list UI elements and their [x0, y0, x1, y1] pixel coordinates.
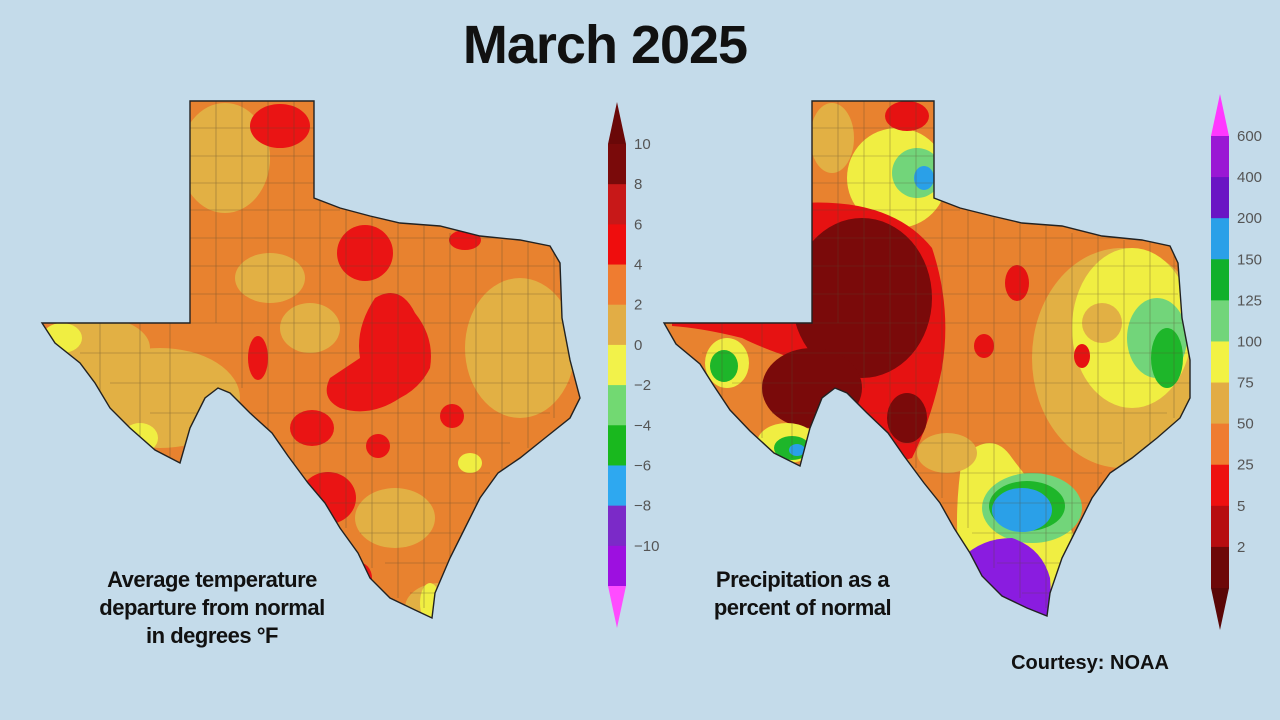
temp-hot-region — [250, 104, 310, 148]
precip-blue-region — [914, 166, 934, 190]
precip-dark-region — [762, 348, 862, 428]
page-title: March 2025 — [462, 15, 748, 75]
temperature-legend-swatch — [608, 425, 626, 466]
temperature-legend-tick-label: −10 — [634, 538, 659, 555]
temperature-legend-swatch — [608, 184, 626, 225]
precipitation-legend-swatch — [1211, 300, 1229, 342]
precipitation-legend-tick-label: 125 — [1237, 292, 1262, 309]
precipitation-legend-bottom-arrow — [1211, 588, 1229, 630]
temp-light-region — [465, 278, 575, 418]
precip-blue-region — [992, 488, 1052, 532]
temperature-legend-swatch — [608, 144, 626, 185]
precip-red-region — [1005, 265, 1029, 301]
temperature-legend-swatch — [608, 505, 626, 547]
precip-red-region — [974, 334, 994, 358]
temp-light-region — [355, 488, 435, 548]
precipitation-legend-swatch — [1211, 382, 1229, 425]
precipitation-legend-swatch — [1211, 218, 1229, 260]
temperature-legend-swatch — [608, 545, 626, 587]
precipitation-legend-tick-label: 400 — [1237, 169, 1262, 186]
precip-dark-region — [887, 393, 927, 443]
temp-hot-region — [248, 336, 268, 380]
precip-purple-region — [962, 538, 1051, 616]
precipitation-legend-swatch — [1211, 505, 1229, 548]
temperature-legend-tick-label: 6 — [634, 216, 642, 233]
temperature-legend-swatch — [608, 304, 626, 346]
temperature-legend: 10 8 6 4 2 0 −2 −4 −6 −8 −10 — [608, 102, 659, 628]
temp-light-region — [280, 303, 340, 353]
temp-light-region — [180, 103, 270, 213]
temperature-legend-swatch — [608, 465, 626, 507]
precipitation-legend-swatch — [1211, 546, 1229, 589]
precipitation-legend-tick-label: 2 — [1237, 539, 1245, 556]
temperature-legend-swatch — [608, 224, 626, 266]
temperature-legend-tick-label: −4 — [634, 417, 651, 434]
temperature-legend-tick-label: −2 — [634, 377, 651, 394]
temp-light-region — [235, 253, 305, 303]
precip-red-region — [1074, 344, 1090, 368]
temperature-legend-swatch — [608, 264, 626, 306]
temperature-legend-top-arrow — [608, 102, 626, 144]
temp-yellow-region — [458, 453, 482, 473]
precipitation-caption-line-2: percent of normal — [713, 595, 892, 620]
precipitation-legend-tick-label: 100 — [1237, 333, 1262, 350]
precip-blue-region — [789, 444, 805, 456]
precipitation-legend-tick-label: 75 — [1237, 375, 1254, 392]
temperature-legend-bottom-arrow — [608, 586, 626, 628]
temperature-legend-tick-label: −6 — [634, 457, 651, 474]
precipitation-caption: Precipitation as a percent of normal — [690, 566, 915, 622]
temp-hot-region — [326, 293, 431, 412]
precipitation-legend-swatch — [1211, 177, 1229, 219]
precipitation-legend-tick-label: 200 — [1237, 210, 1262, 227]
precip-tan-region — [810, 103, 854, 173]
precipitation-map — [663, 100, 1191, 617]
precipitation-caption-line-1: Precipitation as a — [715, 567, 890, 592]
temperature-legend-tick-label: 10 — [634, 136, 651, 153]
temperature-caption-line-1: Average temperature — [107, 567, 317, 592]
temperature-caption: Average temperature departure from norma… — [92, 566, 332, 650]
temperature-map — [41, 100, 581, 619]
courtesy-credit: Courtesy: NOAA — [1011, 652, 1169, 674]
temp-hot-region — [337, 225, 393, 281]
precipitation-legend-swatch — [1211, 136, 1229, 178]
temperature-caption-line-2: departure from normal — [99, 595, 325, 620]
precipitation-legend-tick-label: 600 — [1237, 128, 1262, 145]
temperature-legend-tick-label: 2 — [634, 297, 642, 314]
temp-hot-region — [440, 404, 464, 428]
precipitation-legend-swatch — [1211, 259, 1229, 301]
temp-hot-region — [344, 562, 372, 594]
temp-hot-region — [290, 410, 334, 446]
precipitation-legend-tick-label: 150 — [1237, 251, 1262, 268]
temp-hot-region — [366, 434, 390, 458]
temperature-legend-swatch — [608, 344, 626, 386]
temperature-caption-line-3: in degrees °F — [146, 623, 278, 648]
precipitation-legend-swatch — [1211, 464, 1229, 507]
precipitation-legend-top-arrow — [1211, 94, 1229, 136]
precip-red-region — [885, 101, 929, 131]
temperature-legend-swatch — [608, 385, 626, 426]
temperature-legend-tick-label: −8 — [634, 498, 651, 515]
temp-hot-region — [449, 230, 481, 250]
precipitation-legend-swatch — [1211, 423, 1229, 466]
precipitation-legend-tick-label: 25 — [1237, 457, 1254, 474]
temperature-legend-tick-label: 8 — [634, 176, 642, 193]
precipitation-legend: 600 400 200 150 125 100 75 50 25 5 2 — [1211, 94, 1262, 630]
precipitation-legend-swatch — [1211, 341, 1229, 384]
temperature-legend-tick-label: 4 — [634, 257, 642, 274]
temperature-legend-tick-label: 0 — [634, 337, 642, 354]
precip-dark-region — [792, 218, 932, 378]
precipitation-legend-tick-label: 5 — [1237, 498, 1245, 515]
temp-hot-region — [300, 472, 356, 524]
precipitation-legend-tick-label: 50 — [1237, 416, 1254, 433]
precip-green-region — [710, 350, 738, 382]
precip-green-region — [1151, 328, 1183, 388]
